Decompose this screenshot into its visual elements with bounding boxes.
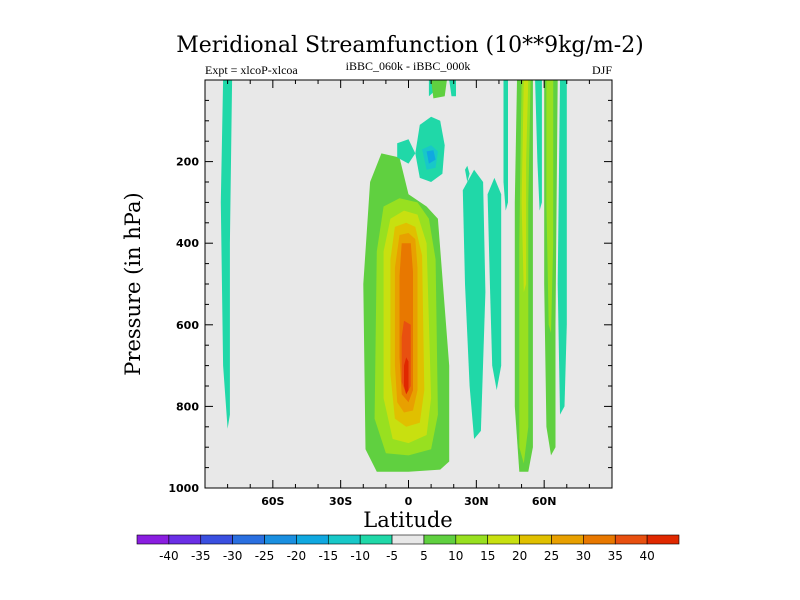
colorbar-swatch	[359, 534, 393, 545]
colorbar-swatch	[614, 534, 648, 545]
contour-sh-polar-negative	[220, 80, 233, 429]
colorbar-swatch	[391, 534, 425, 545]
colorbar-swatch	[136, 534, 170, 545]
colorbar-label: -30	[223, 549, 243, 563]
colorbar-label: 5	[420, 549, 428, 563]
colorbar-swatch	[264, 534, 297, 545]
colorbar-swatch	[327, 534, 361, 545]
axis-ticks: 60S 30S 0 30N 60N 200 400 600 800 1000	[168, 80, 612, 508]
x-axis-label: Latitude	[363, 508, 452, 532]
y-tick-label: 1000	[168, 482, 199, 495]
contour-upper-negative-left	[397, 139, 416, 164]
contour-nh-positive-right-inner	[546, 80, 554, 333]
x-tick-label: 60N	[532, 495, 557, 508]
colorbar-label: 15	[480, 549, 495, 563]
colorbar-label: -10	[350, 549, 370, 563]
colorbar-label: -35	[191, 549, 211, 563]
experiment-label: Expt = xlcoP-xlcoa	[205, 63, 298, 77]
colorbar-label: 20	[512, 549, 527, 563]
contour-nh-positive-band-core	[521, 80, 529, 293]
contour-fills	[220, 80, 567, 472]
contour-upper-negative-center	[426, 150, 436, 164]
colorbar-swatch	[646, 534, 680, 545]
colorbar-label: 40	[639, 549, 654, 563]
colorbar-label: 35	[608, 549, 623, 563]
x-tick-label: 30N	[464, 495, 489, 508]
colorbar-label: 30	[576, 549, 591, 563]
contour-nh-negative-small	[535, 80, 542, 211]
colorbar-label: -5	[386, 549, 398, 563]
contour-tropical-cell-35	[401, 320, 411, 395]
colorbar-swatch	[455, 534, 489, 545]
contour-small-pos-top	[431, 80, 447, 99]
contour-nh-negative-left	[503, 80, 508, 211]
colorbar-label: -25	[255, 549, 275, 563]
contour-subtropic-negative-1	[462, 169, 486, 440]
x-tick-label: 60S	[261, 495, 284, 508]
contour-small-neg-b	[449, 80, 456, 97]
colorbar-label: -40	[159, 549, 179, 563]
chart-title: Meridional Streamfunction (10**9kg/m-2)	[176, 33, 644, 58]
season-label: DJF	[592, 63, 612, 77]
colorbar: -40 -35 -30 -25 -20 -15 -10 -5 5 10 15 20 25 30 35 40	[136, 534, 680, 563]
colorbar-swatch	[551, 534, 584, 545]
colorbar-swatch	[200, 534, 233, 545]
contour-subtropic-negative-2	[487, 177, 502, 391]
y-tick-label: 800	[176, 400, 199, 413]
colorbar-swatch	[296, 534, 329, 545]
colorbar-swatch	[232, 534, 265, 545]
contour-tiny-neg	[465, 165, 470, 182]
y-tick-label: 400	[176, 237, 199, 250]
colorbar-swatch	[519, 534, 552, 545]
contour-nh-negative-right	[557, 80, 567, 415]
colorbar-label: -20	[287, 549, 307, 563]
contour-tropical-cell-40	[404, 357, 409, 395]
x-tick-label: 0	[405, 495, 413, 508]
colorbar-label: 25	[544, 549, 559, 563]
colorbar-label: -15	[318, 549, 338, 563]
x-tick-label: 30S	[329, 495, 352, 508]
y-axis-label: Pressure (in hPa)	[121, 192, 145, 375]
colorbar-swatch	[168, 534, 202, 545]
colorbar-swatch	[487, 534, 520, 545]
y-tick-label: 200	[176, 156, 199, 169]
y-tick-label: 600	[176, 319, 199, 332]
colorbar-swatch	[583, 534, 616, 545]
colorbar-swatch	[423, 534, 457, 545]
comparison-label: iBBC_060k - iBBC_000k	[346, 59, 471, 73]
colorbar-label: 10	[448, 549, 463, 563]
